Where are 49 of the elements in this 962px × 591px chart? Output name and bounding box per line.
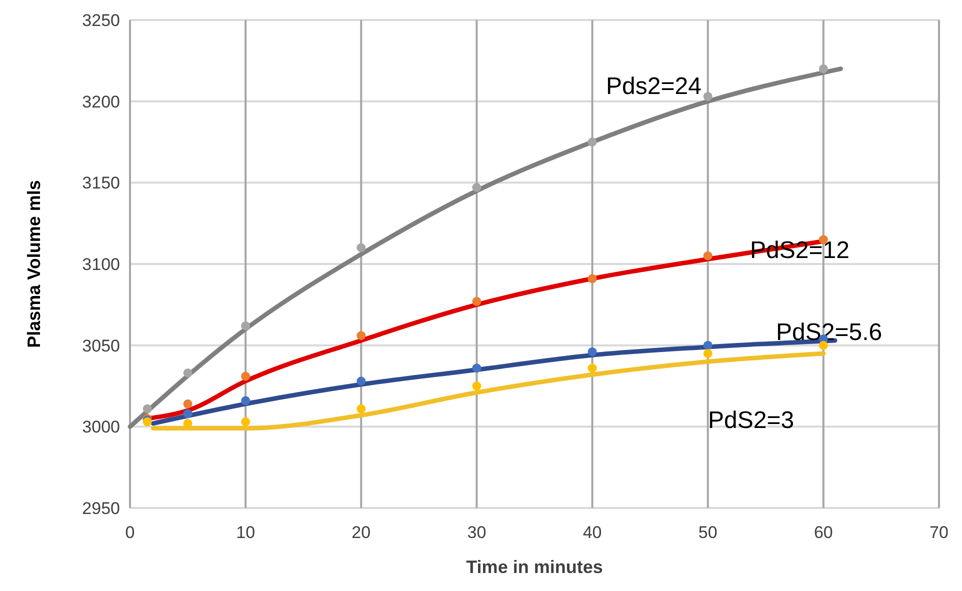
point xyxy=(183,368,192,378)
point xyxy=(472,364,482,373)
x-tick-label: 40 xyxy=(582,523,602,542)
point xyxy=(356,404,366,414)
point xyxy=(703,251,712,260)
x-tick-label: 0 xyxy=(125,523,135,542)
point xyxy=(588,274,597,284)
x-tick-label: 70 xyxy=(930,523,948,542)
x-tick-label: 10 xyxy=(236,523,256,542)
point xyxy=(703,92,712,101)
y-tick-label: 3050 xyxy=(82,336,120,356)
point xyxy=(241,417,250,426)
point xyxy=(356,331,366,340)
point xyxy=(472,183,482,192)
point xyxy=(183,409,192,418)
point xyxy=(472,296,482,306)
point xyxy=(356,243,366,252)
point xyxy=(142,404,152,414)
y-tick-label: 2950 xyxy=(82,498,120,518)
point xyxy=(588,138,597,146)
x-tick-label: 30 xyxy=(467,523,486,542)
y-tick-label: 3150 xyxy=(82,174,120,193)
point xyxy=(183,399,192,408)
point xyxy=(241,372,250,381)
y-axis-title: Plasma Volume mls xyxy=(24,180,44,348)
point xyxy=(241,321,250,330)
point xyxy=(588,364,597,373)
point xyxy=(241,396,250,406)
point xyxy=(703,340,712,350)
x-tick-label: 60 xyxy=(814,523,833,542)
point xyxy=(818,340,828,350)
line-series xyxy=(150,351,826,431)
point xyxy=(183,418,192,428)
x-tick-label: 20 xyxy=(352,523,371,542)
point xyxy=(472,382,482,390)
point xyxy=(818,64,828,74)
point xyxy=(356,376,366,386)
point xyxy=(703,348,712,358)
series-label: Pds2=24 xyxy=(606,73,702,100)
series-label: PdS2=5.6 xyxy=(776,319,882,346)
x-tick-label: 50 xyxy=(698,523,718,542)
point xyxy=(588,347,597,356)
x-axis-title: Time in minutes xyxy=(466,557,603,577)
series-label: PdS2=3 xyxy=(708,407,794,434)
series-label: PdS2=12 xyxy=(750,237,850,264)
y-tick-label: 3250 xyxy=(82,10,120,30)
y-tick-label: 3200 xyxy=(82,92,120,112)
y-tick-label: 3000 xyxy=(82,418,120,437)
y-tick-label: 3100 xyxy=(82,254,120,274)
